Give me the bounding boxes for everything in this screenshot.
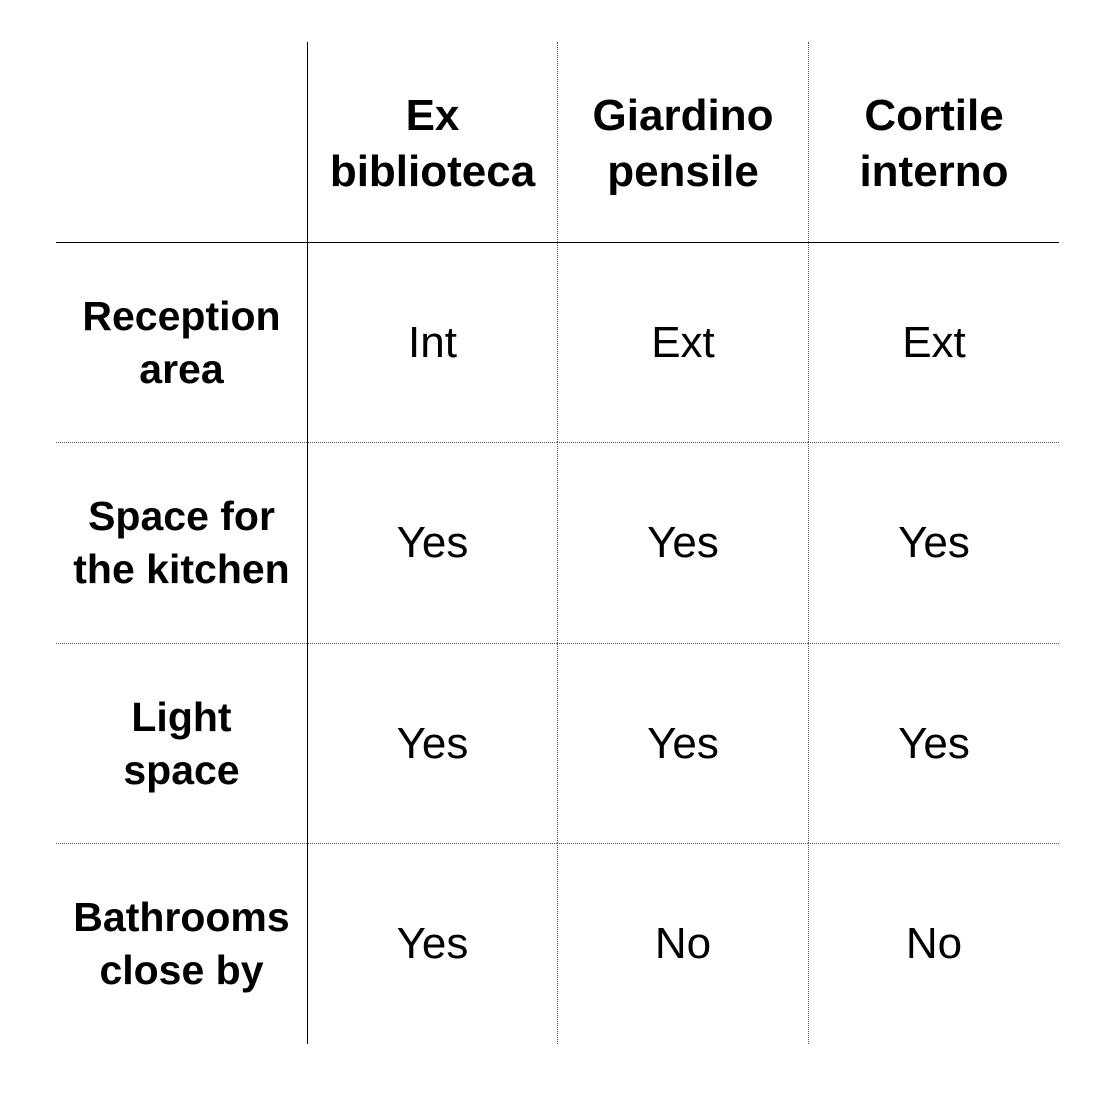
table-cell: Yes: [557, 643, 808, 843]
table-cell: No: [557, 843, 808, 1044]
row-header-space-for-kitchen: Space for the kitchen: [56, 442, 307, 643]
table-cell: No: [808, 843, 1059, 1044]
column-header-giardino-pensile: Giardino pensile: [557, 42, 808, 242]
table-cell: Yes: [307, 843, 557, 1044]
table-cell: Yes: [307, 643, 557, 843]
table-cell: Yes: [557, 442, 808, 643]
table-cell: Ext: [808, 242, 1059, 442]
table-cell: Int: [307, 242, 557, 442]
corner-cell: [56, 42, 307, 242]
row-header-light-space: Light space: [56, 643, 307, 843]
row-header-bathrooms-close-by: Bathrooms close by: [56, 843, 307, 1044]
table-cell: Yes: [808, 442, 1059, 643]
table-cell: Ext: [557, 242, 808, 442]
table-cell: Yes: [307, 442, 557, 643]
row-header-reception-area: Reception area: [56, 242, 307, 442]
column-header-ex-biblioteca: Ex biblioteca: [307, 42, 557, 242]
column-header-cortile-interno: Cortile interno: [808, 42, 1059, 242]
comparison-table: Ex biblioteca Giardino pensile Cortile i…: [56, 42, 1059, 1044]
table-cell: Yes: [808, 643, 1059, 843]
